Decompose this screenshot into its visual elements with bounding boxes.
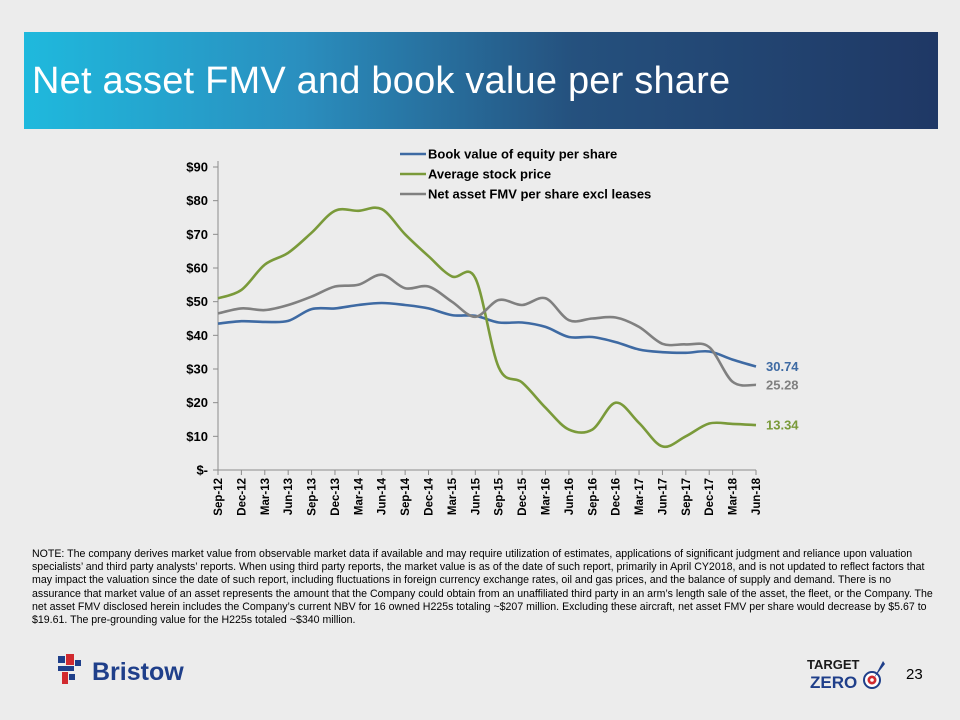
- series-line-0: [217, 301, 757, 368]
- badge-line2: ZERO: [810, 673, 857, 691]
- y-tick-label: $90: [186, 160, 208, 175]
- x-tick-label: Dec-12: [236, 478, 248, 516]
- disclaimer-note: NOTE: The company derives market value f…: [32, 548, 933, 627]
- x-tick-label: Sep-16: [587, 478, 599, 516]
- bristow-logo: Bristow: [58, 654, 184, 686]
- target-icon: [863, 661, 885, 689]
- series-end-label: 30.74: [766, 359, 799, 374]
- x-tick-label: Mar-15: [447, 477, 459, 515]
- logo-wordmark: Bristow: [92, 658, 184, 686]
- x-tick-label: Mar-18: [728, 477, 740, 515]
- x-tick-label: Dec-16: [611, 478, 623, 516]
- y-tick-label: $30: [186, 362, 208, 377]
- x-tick-label: Jun-16: [564, 478, 576, 515]
- legend-label: Net asset FMV per share excl leases: [428, 187, 651, 202]
- y-tick-label: $-: [196, 463, 208, 478]
- legend-label: Average stock price: [428, 167, 551, 182]
- series-line-1: [217, 206, 757, 449]
- y-tick-label: $70: [186, 227, 208, 242]
- x-tick-label: Dec-17: [704, 478, 716, 516]
- x-tick-label: Jun-15: [470, 477, 482, 515]
- target-zero-badge: TARGET ZERO: [807, 657, 885, 691]
- x-tick-label: Sep-13: [307, 478, 319, 516]
- x-tick-label: Mar-16: [540, 478, 552, 515]
- badge-line1: TARGET: [807, 657, 860, 672]
- x-tick-label: Sep-14: [400, 477, 412, 515]
- y-tick-label: $50: [186, 294, 208, 309]
- x-tick-label: Sep-12: [213, 478, 225, 516]
- line-chart: $- $10 $20 $30 $40 $50 $60 $70 $80 $90 Sep-12 Dec-1…: [186, 147, 799, 516]
- y-tick-label: $20: [186, 395, 208, 410]
- page-number: 23: [906, 666, 923, 683]
- bristow-flag-icon: [58, 654, 81, 684]
- x-tick-label: Dec-14: [424, 477, 436, 515]
- y-tick-label: $40: [186, 328, 208, 343]
- slide-title: Net asset FMV and book value per share: [32, 60, 731, 102]
- x-tick-label: Jun-13: [283, 478, 295, 515]
- x-tick-label: Dec-13: [330, 478, 342, 516]
- x-tick-label: Jun-17: [657, 478, 669, 515]
- series-end-label: 25.28: [766, 377, 799, 392]
- y-tick-label: $60: [186, 261, 208, 276]
- x-tick-label: Sep-17: [681, 478, 693, 516]
- x-tick-label: Jun-14: [377, 477, 389, 515]
- series-line-2: [217, 273, 757, 387]
- legend-label: Book value of equity per share: [428, 147, 617, 162]
- y-tick-label: $80: [186, 193, 208, 208]
- x-tick-label: Sep-15: [494, 477, 506, 515]
- x-tick-label: Jun-18: [751, 477, 763, 515]
- x-tick-label: Mar-13: [260, 478, 272, 515]
- y-tick-label: $10: [186, 429, 208, 444]
- x-tick-label: Mar-14: [353, 477, 365, 515]
- x-tick-label: Mar-17: [634, 478, 646, 515]
- title-banner: [24, 32, 938, 129]
- x-tick-label: Dec-15: [517, 477, 529, 515]
- series-end-label: 13.34: [766, 418, 799, 433]
